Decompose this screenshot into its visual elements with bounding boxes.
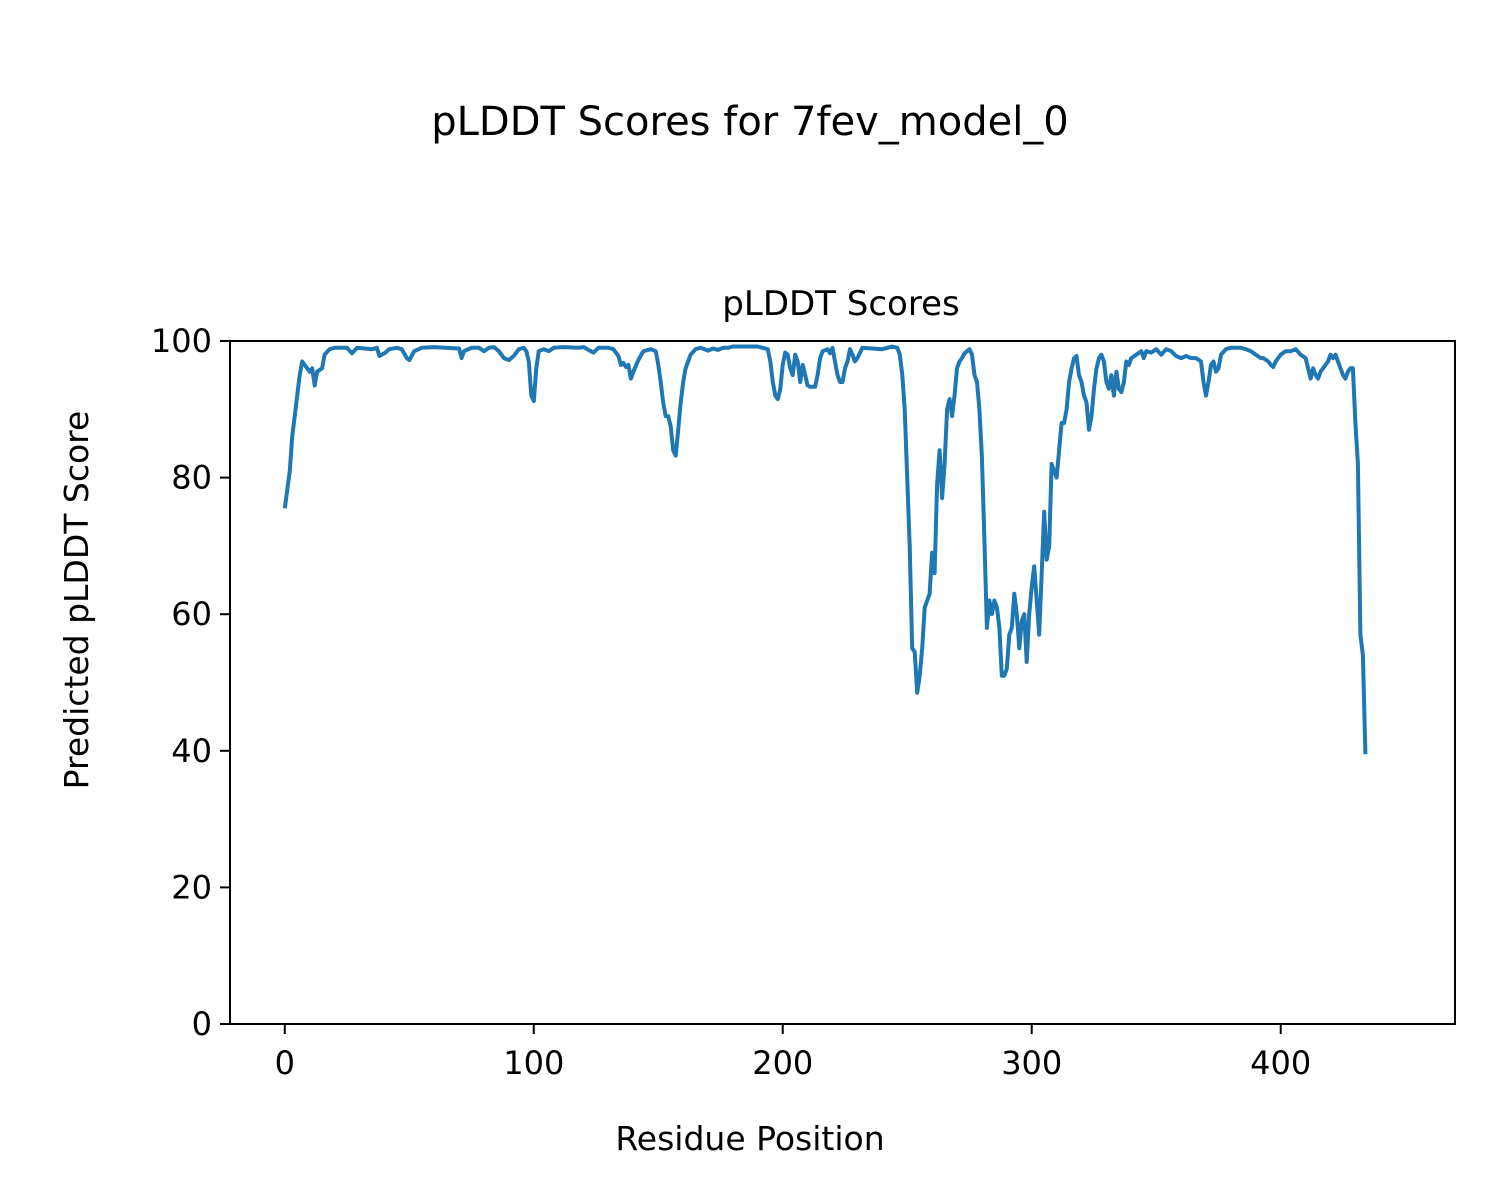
- series-line: [282, 344, 1368, 755]
- y-tick-label: 60: [171, 595, 212, 633]
- x-tick-label: 200: [752, 1044, 813, 1082]
- series-group: [282, 344, 1368, 755]
- x-axis-label: Residue Position: [615, 1119, 884, 1158]
- y-tick-label: 80: [171, 459, 212, 497]
- axes-title: pLDDT Scores: [722, 284, 959, 324]
- y-tick-label: 0: [192, 1005, 212, 1043]
- y-tick-label: 20: [171, 868, 212, 906]
- plot-frame: [229, 340, 1456, 1025]
- figure-suptitle: pLDDT Scores for 7fev_model_0: [431, 99, 1069, 145]
- x-tick-label: 400: [1250, 1044, 1311, 1082]
- x-tick-label: 0: [275, 1044, 295, 1082]
- ticks-group: 0 100 200 300 400 0 20 40 60 80 100: [151, 322, 1311, 1082]
- x-tick-label: 100: [503, 1044, 564, 1082]
- y-axis-label: Predicted pLDDT Score: [57, 411, 96, 790]
- y-tick-label: 100: [151, 322, 212, 360]
- x-tick-label: 300: [1001, 1044, 1062, 1082]
- y-tick-label: 40: [171, 732, 212, 770]
